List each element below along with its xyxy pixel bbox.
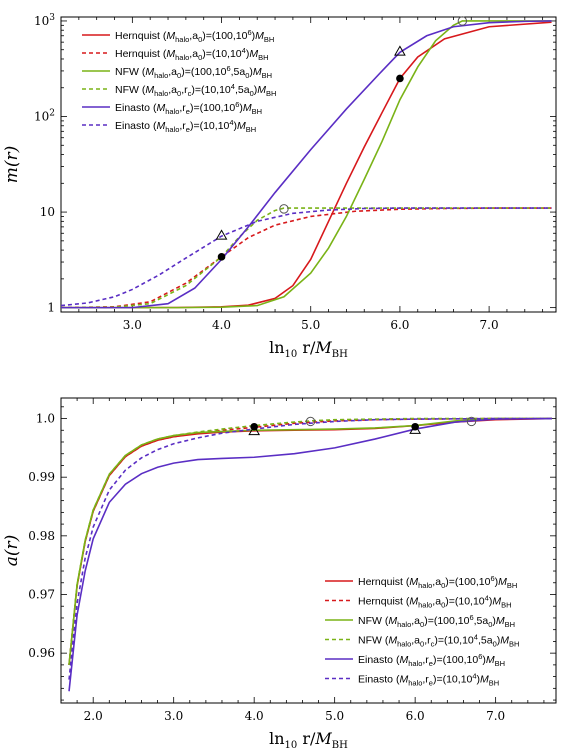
series-line-3 [61,207,552,309]
legend-entry: Einasto (Mhalo​,re​)=(10,104)MBH [358,672,499,688]
x-axis-label: ln10 r/MBH [269,338,348,360]
legend-entry: Hernquist (Mhalo​,a0​)=(10,104)MBH [115,46,268,62]
y-tick-label: 0.97 [28,587,55,601]
y-tick-label: 0.96 [28,646,55,660]
marker-open-triangle [248,424,261,436]
x-tick-label: 5.0 [325,709,344,723]
series-line-5 [68,417,552,680]
x-tick-label: 7.0 [480,318,499,332]
x-tick-label: 3.0 [123,318,142,332]
legend-entry: NFW (Mhalo​,a0​)=(100,106,5a0)MBH [358,613,515,629]
y-axis-label: m(r) [2,146,22,184]
legend: Hernquist (Mhalo​,a0​)=(100,106)MBH Hernq… [325,574,519,688]
series-line-5 [61,207,552,307]
legend-entry: Einasto (Mhalo​,re​)=(10,104)MBH [115,118,256,134]
a-of-r-panel: 2.0 3.0 4.0 5.0 6.0 7.0 0.96 0.97 0.98 0.99 1.0 a(r… [2,397,557,751]
y-tick-label: 10 [40,205,55,219]
legend-entry: Einasto (Mhalo​,re​)=(100,106)MBH [358,652,505,668]
y-tick-label: 0.99 [28,470,55,484]
marker-open-circle [279,204,289,214]
legend-entry: NFW (Mhalo​,a0​)=(100,106,5a0)MBH [115,64,272,80]
series-line-3 [68,417,552,665]
y-tick-label: 1.0 [36,412,55,426]
marker-open-circle [466,416,477,427]
series-line-1 [68,417,552,665]
y-tick-label: 102 [34,109,55,124]
x-tick-label: 5.0 [301,318,320,332]
y-tick-label: 103 [34,13,55,28]
marker-filled-circle [217,253,226,261]
legend-entry: NFW (Mhalo​,a0​,rc​)=(10,104,5a0)MBH [115,82,276,98]
marker-open-circle [305,416,316,427]
y-tick-label: 1 [47,301,55,315]
series-line-0 [68,417,552,665]
series-line-2 [61,20,552,309]
curves [68,417,552,692]
x-axis-label: ln10 r/MBH [269,729,348,751]
x-tick-label: 7.0 [486,709,505,723]
m-of-r-panel: 3.0 4.0 5.0 6.0 7.0 1 10 102 103 m(r) ln10 r/MBH He… [2,13,557,360]
legend-entry: Hernquist (Mhalo​,a0​)=(10,104)MBH [358,594,511,610]
series-line-2 [68,417,552,665]
marker-filled-circle [396,74,404,83]
series-line-4 [61,20,552,309]
marker-open-circle [457,16,468,26]
legend: Hernquist (Mhalo​,a0​)=(100,106)MBH Hernq… [82,28,276,134]
curves [61,20,552,309]
plot-frame [60,16,557,313]
y-axis-label: a(r) [2,535,22,567]
series-line-4 [68,417,552,692]
marker-open-triangle [409,423,422,434]
x-tick-label: 4.0 [212,318,231,332]
legend-entry: Hernquist (Mhalo​,a0​)=(100,106)MBH [115,28,274,44]
legend-entry: Hernquist (Mhalo​,a0​)=(100,106)MBH [358,574,517,590]
x-tick-label: 4.0 [245,709,264,723]
x-tick-label: 6.0 [406,709,425,723]
marker-open-triangle [394,45,406,56]
marker-open-triangle [215,229,228,240]
legend-entry: Einasto (Mhalo​,re​)=(100,106)MBH [115,100,262,116]
x-tick-label: 3.0 [164,709,183,723]
y-tick-label: 0.98 [28,529,55,543]
x-tick-label: 2.0 [84,709,103,723]
series-line-1 [61,207,552,309]
legend-entry: NFW (Mhalo​,a0​,rc​)=(10,104,5a0)MBH [358,633,519,649]
x-tick-label: 6.0 [390,318,409,332]
plot-frame [60,397,557,704]
